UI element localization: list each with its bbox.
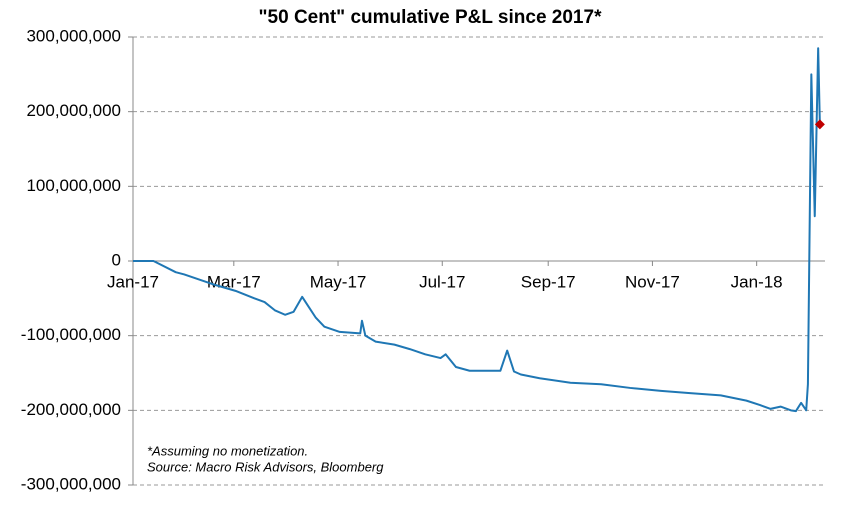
chart-title: "50 Cent" cumulative P&L since 2017* [259, 7, 603, 28]
x-tick-label: Nov-17 [625, 272, 680, 291]
highlight-marker [814, 119, 825, 130]
x-tick-label: Jul-17 [419, 272, 465, 291]
y-tick-label: -100,000,000 [21, 325, 121, 344]
note: *Assuming no monetization. [147, 443, 308, 458]
y-tick-label: 100,000,000 [26, 176, 121, 195]
line-series [133, 47, 821, 413]
y-tick-label: -200,000,000 [21, 400, 121, 419]
note: Source: Macro Risk Advisors, Bloomberg [147, 459, 384, 474]
x-tick-label: Mar-17 [207, 272, 261, 291]
x-tick-label: May-17 [310, 272, 367, 291]
y-tick-label: 200,000,000 [26, 101, 121, 120]
x-tick-label: Sep-17 [521, 272, 576, 291]
y-tick-label: -300,000,000 [21, 474, 121, 493]
x-tick-label: Jan-18 [731, 272, 783, 291]
y-tick-label: 0 [112, 250, 121, 269]
x-tick-label: Jan-17 [107, 272, 159, 291]
y-tick-label: 300,000,000 [26, 26, 121, 45]
